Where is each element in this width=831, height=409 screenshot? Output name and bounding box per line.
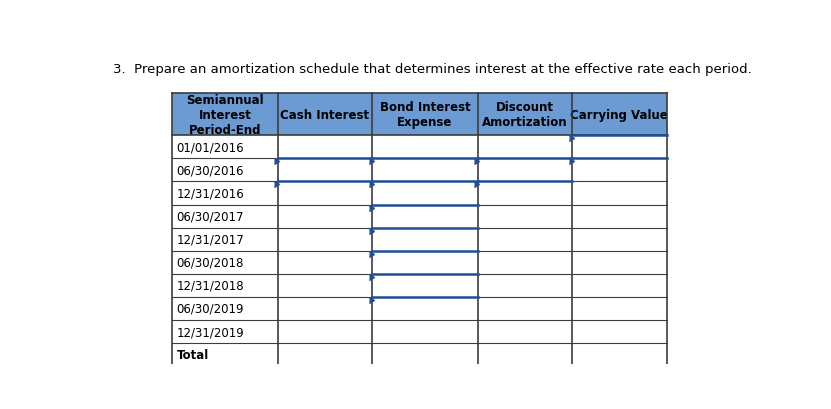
Text: 01/01/2016: 01/01/2016 [177, 141, 244, 154]
Bar [172, 205, 666, 228]
Bar [172, 343, 666, 366]
Text: Carrying Value: Carrying Value [571, 108, 668, 121]
Bar [172, 274, 666, 297]
Bar [172, 320, 666, 343]
Text: 06/30/2019: 06/30/2019 [177, 302, 244, 315]
Text: Bond Interest
Expense: Bond Interest Expense [380, 101, 470, 129]
Bar [172, 297, 666, 320]
Bar [172, 136, 666, 159]
Text: Total: Total [177, 348, 209, 361]
Text: Semiannual
Interest
Period-End: Semiannual Interest Period-End [186, 93, 263, 136]
Text: Cash Interest: Cash Interest [280, 108, 370, 121]
Bar [172, 182, 666, 205]
Text: 06/30/2017: 06/30/2017 [177, 210, 244, 223]
Text: 12/31/2019: 12/31/2019 [177, 325, 244, 338]
Text: 12/31/2018: 12/31/2018 [177, 279, 244, 292]
Text: Discount
Amortization: Discount Amortization [482, 101, 568, 129]
Text: 06/30/2016: 06/30/2016 [177, 164, 244, 177]
Text: 12/31/2016: 12/31/2016 [177, 187, 244, 200]
Bar [172, 159, 666, 182]
Bar [172, 94, 666, 136]
Bar [172, 228, 666, 251]
Bar [172, 251, 666, 274]
Text: 12/31/2017: 12/31/2017 [177, 233, 244, 246]
Text: 06/30/2018: 06/30/2018 [177, 256, 244, 269]
Text: 3.  Prepare an amortization schedule that determines interest at the effective r: 3. Prepare an amortization schedule that… [113, 63, 752, 76]
